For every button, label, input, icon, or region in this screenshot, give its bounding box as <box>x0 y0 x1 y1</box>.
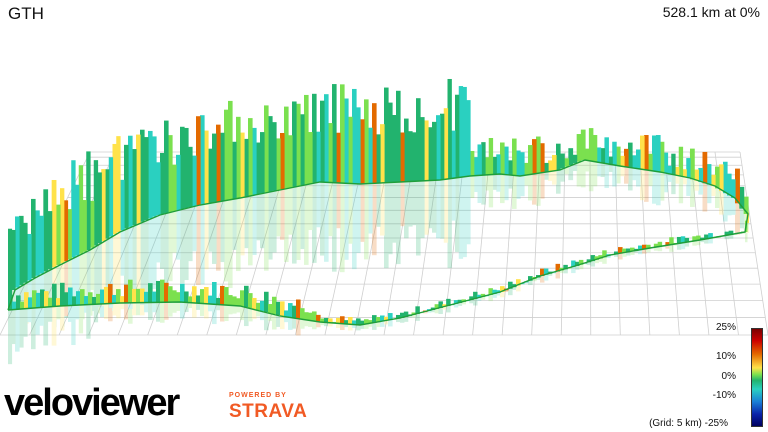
legend-label-max: 25% <box>715 322 736 333</box>
route-title: GTH <box>8 4 44 23</box>
strava-logo[interactable]: STRAVA <box>229 401 308 422</box>
gradient-color-scale <box>751 328 763 427</box>
legend-label-min: -25% <box>704 418 728 429</box>
gradient-legend: 25% 10% 0% -10% <box>700 322 768 432</box>
logo-text: veloviewer <box>4 382 180 424</box>
grid-scale-text: (Grid: 5 km) <box>649 418 702 429</box>
route-line <box>7 159 749 326</box>
powered-by-label: POWERED BY <box>229 392 287 399</box>
legend-label-zero: 0% <box>721 371 736 382</box>
distance-gradient-readout: 528.1 km at 0% <box>662 4 760 20</box>
elevation-profile-walls <box>8 78 749 325</box>
grid-scale-note: (Grid: 5 km) -25% <box>649 418 728 429</box>
legend-label-high: 10% <box>715 351 736 362</box>
legend-label-low: -10% <box>712 390 736 401</box>
elevation-reflection <box>8 160 749 365</box>
